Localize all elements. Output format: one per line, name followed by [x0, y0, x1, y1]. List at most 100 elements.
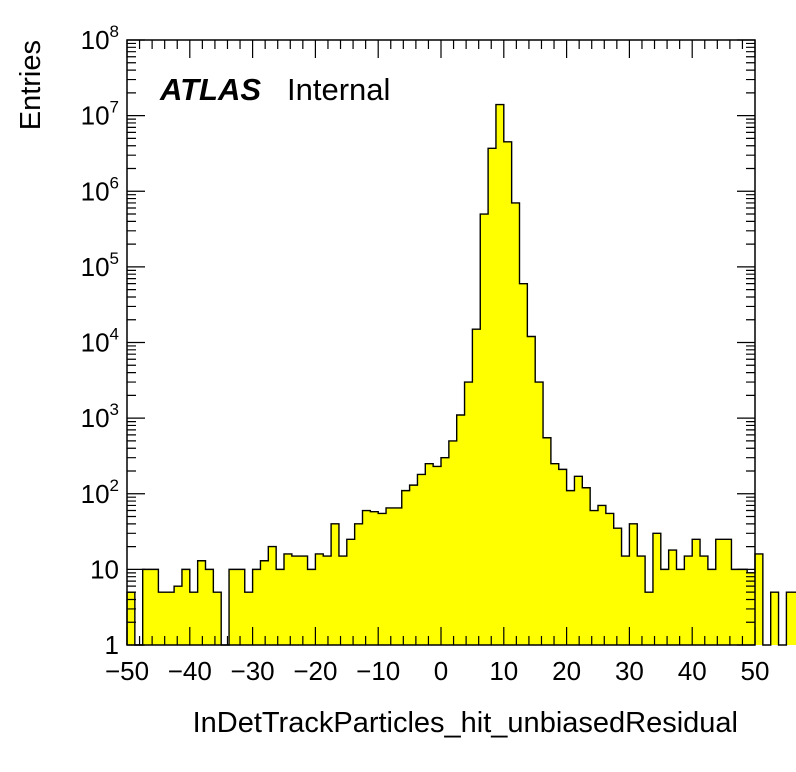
- y-tick-label: 108: [81, 22, 119, 55]
- histogram-bars: [126, 103, 796, 646]
- histogram-bin: [362, 510, 371, 645]
- y-tick-labels: 1 10 102 103 104 105 106 107 108: [81, 22, 119, 660]
- x-tick-label: 10: [489, 656, 518, 686]
- y-tick-label: 107: [81, 98, 119, 131]
- histogram-bin: [158, 592, 167, 645]
- internal-label: Internal: [287, 72, 390, 107]
- y-tick-label: 102: [81, 476, 119, 509]
- histogram-bin: [393, 507, 403, 645]
- histogram-bin: [715, 539, 724, 645]
- histogram-bin: [189, 592, 199, 645]
- histogram-bin: [441, 457, 450, 645]
- tick-marks: [126, 39, 756, 646]
- histogram-bin: [291, 556, 301, 645]
- x-tick-label: 40: [678, 656, 707, 686]
- histogram-bin: [660, 569, 670, 646]
- x-tick-label: −20: [293, 656, 337, 686]
- histogram-bin: [323, 556, 332, 645]
- histogram-bin: [260, 560, 269, 645]
- histogram-bin: [692, 539, 701, 645]
- histogram-bin: [464, 382, 473, 645]
- histogram-bin: [543, 437, 552, 645]
- histogram-bin: [527, 336, 536, 645]
- y-axis-title: Entries: [15, 40, 47, 130]
- x-tick-label: 50: [741, 656, 770, 686]
- histogram-bin: [582, 487, 591, 645]
- axis-ticks: [126, 39, 756, 646]
- histogram-bin: [229, 569, 238, 646]
- histogram-bin: [213, 592, 222, 645]
- histogram-bin: [723, 539, 732, 645]
- histogram-bin: [794, 592, 796, 645]
- histogram-bin: [338, 556, 348, 645]
- histogram-bin: [598, 505, 607, 645]
- histogram-bin: [566, 490, 575, 645]
- histogram-bin: [127, 592, 136, 645]
- histogram-bin: [590, 510, 599, 645]
- x-tick-label: −10: [356, 656, 400, 686]
- histogram-bin: [252, 569, 261, 646]
- histogram-bin: [786, 592, 795, 645]
- histogram-bin: [558, 469, 567, 645]
- y-tick-label: 106: [81, 173, 119, 206]
- histogram-bin: [645, 592, 654, 645]
- histogram-bin: [621, 556, 630, 645]
- histogram-bin: [456, 414, 465, 645]
- histogram-bin: [511, 202, 520, 645]
- histogram-bin: [425, 463, 434, 645]
- histogram-bin: [315, 553, 324, 645]
- histogram-bin: [731, 569, 740, 646]
- histogram-bin: [700, 556, 709, 645]
- histogram-bin: [629, 523, 638, 645]
- histogram-bin: [535, 382, 544, 645]
- histogram-bin: [574, 476, 583, 645]
- histogram-bin: [550, 463, 560, 645]
- y-tick-label: 1: [105, 630, 119, 660]
- y-tick-label: 105: [81, 249, 119, 282]
- histogram-bin: [637, 556, 646, 645]
- histogram-bin: [503, 141, 513, 645]
- y-tick-label: 10: [90, 554, 119, 584]
- x-tick-label: −30: [231, 656, 275, 686]
- x-tick-labels: −50 −40 −30 −20 −10 0 10 20 30 40 50: [105, 656, 770, 686]
- histogram-bin: [386, 507, 395, 645]
- histogram-bin: [284, 553, 293, 645]
- histogram-bin: [268, 546, 277, 645]
- histogram-bin: [276, 569, 285, 646]
- histogram-bin: [739, 569, 748, 646]
- histogram-bin: [205, 569, 214, 646]
- histogram-bin: [417, 474, 426, 645]
- y-tick-label: 104: [81, 325, 119, 358]
- histogram-bin: [488, 148, 497, 645]
- x-axis-title: InDetTrackParticles_hit_unbiasedResidual: [193, 707, 738, 739]
- histogram-bin: [307, 569, 316, 646]
- y-tick-label: 103: [81, 400, 119, 433]
- histogram-bin: [150, 569, 159, 646]
- x-tick-label: −40: [168, 656, 212, 686]
- histogram-bin: [181, 569, 191, 646]
- histogram-bin: [299, 556, 308, 645]
- histogram-bin: [676, 569, 685, 646]
- histogram-bin: [495, 104, 505, 645]
- histogram-bin: [684, 556, 693, 645]
- histogram-bin: [236, 569, 246, 646]
- histogram-bin: [668, 550, 677, 645]
- histogram-bin: [166, 592, 175, 645]
- histogram-bin: [605, 513, 615, 645]
- atlas-label: ATLAS: [159, 72, 261, 107]
- histogram-bin: [755, 553, 764, 645]
- histogram-bin: [370, 511, 379, 645]
- histogram-bin: [652, 533, 662, 645]
- histogram-bin: [174, 586, 183, 645]
- histogram-bin: [770, 592, 779, 645]
- x-tick-label: 20: [552, 656, 581, 686]
- x-tick-label: −50: [105, 656, 149, 686]
- histogram-bin: [142, 569, 151, 646]
- histogram-bin: [433, 466, 442, 645]
- histogram-bin: [378, 513, 387, 645]
- histogram-bin: [448, 440, 458, 645]
- histogram-bin: [519, 283, 528, 645]
- x-tick-label: 0: [434, 656, 448, 686]
- histogram-bin: [331, 523, 340, 645]
